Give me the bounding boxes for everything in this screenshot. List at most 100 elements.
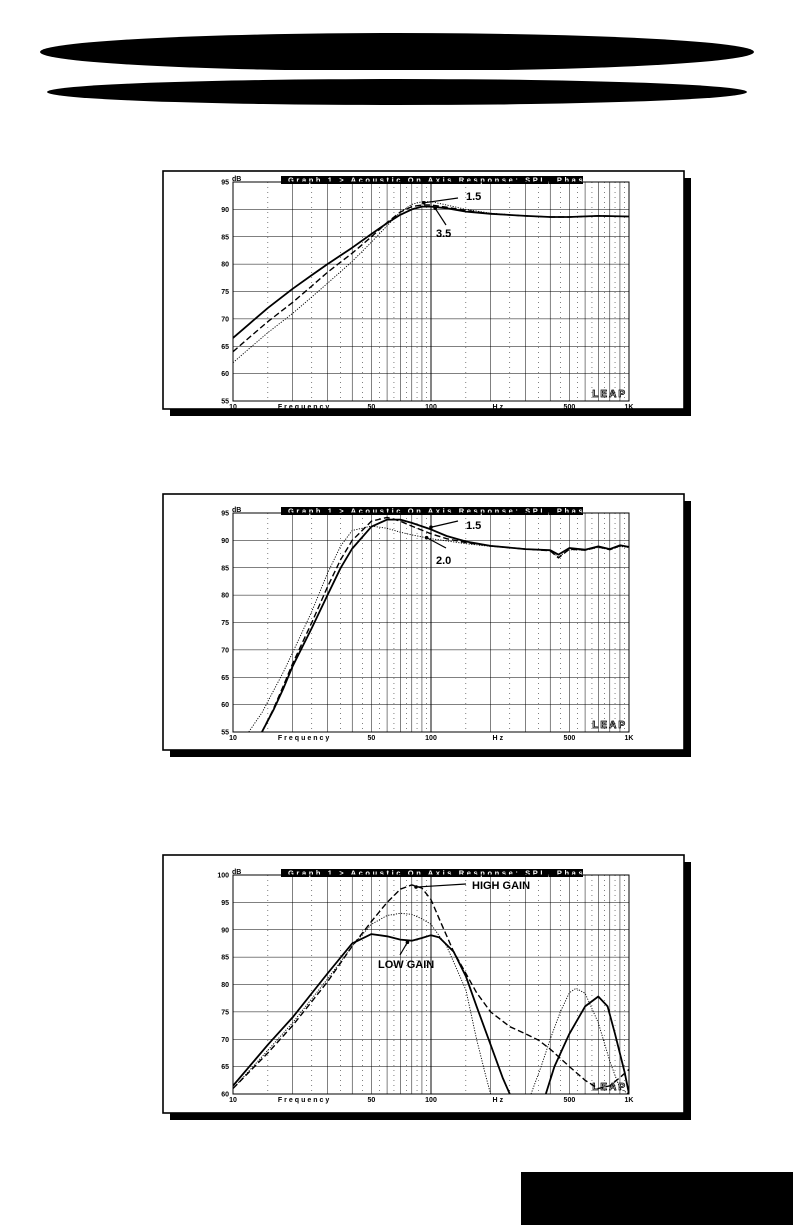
chart-title: Graph 1 > Acoustic On Axis Response: SPL…	[288, 507, 592, 516]
x-axis-unit: Hz	[493, 1097, 506, 1104]
annotation-label: 3.5	[436, 228, 451, 240]
chart-title: Graph 1 > Acoustic On Axis Response: SPL…	[288, 869, 592, 878]
x-tick-label: 500	[564, 404, 576, 411]
series-group	[248, 516, 629, 732]
x-tick-label: 10	[229, 735, 237, 742]
x-axis-unit: Hz	[493, 404, 506, 411]
x-tick-label: 100	[425, 404, 437, 411]
annotation-arrow	[434, 207, 447, 226]
y-tick-label: 80	[221, 262, 229, 269]
y-tick-label: 75	[221, 289, 229, 296]
y-tick-label: 80	[221, 982, 229, 989]
y-tick-label: 65	[221, 1064, 229, 1071]
y-tick-label: 80	[221, 593, 229, 600]
y-tick-label: 90	[221, 927, 229, 934]
chart-title-bar	[281, 507, 583, 515]
series-line-1	[233, 933, 511, 1094]
chart-panel-3: Graph 1 > Acoustic On Axis Response: SPL…	[162, 854, 691, 1120]
chart-title-bar	[281, 869, 583, 877]
page-corner-tab	[521, 1172, 793, 1225]
series-line-5	[530, 987, 629, 1094]
chart-title-bar	[281, 176, 583, 184]
y-tick-label: 95	[221, 900, 229, 907]
x-tick-label: 100	[425, 1097, 437, 1104]
x-tick-label: 10	[229, 1097, 237, 1104]
banner-divider	[30, 70, 764, 76]
y-tick-label: 95	[221, 180, 229, 187]
y-tick-label: 60	[221, 371, 229, 378]
x-axis-label: Frequency	[278, 735, 331, 742]
y-tick-label: 70	[221, 647, 229, 654]
y-tick-label: 90	[221, 538, 229, 545]
leap-watermark: LEAP	[592, 720, 627, 731]
x-tick-label: 1K	[625, 735, 634, 742]
series-line-2	[233, 204, 629, 353]
grid-vertical	[232, 875, 630, 1094]
header-banner	[30, 33, 764, 105]
x-tick-label: 50	[367, 735, 375, 742]
y-tick-label: 75	[221, 1009, 229, 1016]
y-tick-label: 70	[221, 1037, 229, 1044]
x-axis-unit: Hz	[493, 735, 506, 742]
annotation-arrow	[415, 883, 467, 888]
annotation-arrowhead	[429, 525, 433, 530]
y-tick-label: 85	[221, 955, 229, 962]
banner-lower-bar	[47, 79, 747, 105]
annotation-arrowhead	[422, 201, 426, 205]
chart-frame	[162, 854, 685, 1114]
banner-upper-bar	[40, 33, 754, 71]
x-tick-label: 10	[229, 404, 237, 411]
x-tick-label: 500	[564, 1097, 576, 1104]
y-tick-label: 65	[221, 675, 229, 682]
annotation-label: HIGH GAIN	[472, 880, 530, 892]
annotation-label: LOW GAIN	[378, 959, 434, 971]
annotation-arrow	[426, 537, 447, 549]
annotation-arrowhead	[405, 940, 410, 945]
series-line-2	[544, 995, 629, 1094]
chart-panel-1: Graph 1 > Acoustic On Axis Response: SPL…	[162, 170, 691, 416]
x-axis-label: Frequency	[278, 404, 331, 411]
grid-vertical	[232, 513, 630, 732]
chart-frame	[162, 170, 685, 410]
x-tick-label: 100	[425, 735, 437, 742]
annotation-arrow	[423, 197, 459, 204]
y-tick-label: 75	[221, 620, 229, 627]
y-tick-label: 55	[221, 399, 229, 406]
annotation-label: 1.5	[466, 191, 481, 203]
series-group	[233, 201, 629, 364]
y-tick-label: 95	[221, 511, 229, 518]
x-axis-label: Frequency	[278, 1097, 331, 1104]
series-group	[233, 884, 629, 1094]
grid-vertical	[232, 182, 630, 401]
y-tick-label: 65	[221, 344, 229, 351]
leap-watermark: LEAP	[592, 1082, 627, 1093]
y-axis-label: dB	[232, 176, 241, 183]
annotation-arrowhead	[414, 885, 418, 889]
chart-title: Graph 1 > Acoustic On Axis Response: SPL…	[288, 176, 592, 185]
annotation-label: 2.0	[436, 555, 451, 567]
x-tick-label: 50	[367, 404, 375, 411]
x-tick-label: 1K	[625, 1097, 634, 1104]
y-tick-label: 90	[221, 207, 229, 214]
y-tick-label: 60	[221, 1092, 229, 1099]
x-tick-label: 500	[564, 735, 576, 742]
annotation-arrow	[399, 942, 408, 956]
annotation-arrowhead	[433, 206, 437, 211]
y-tick-label: 85	[221, 234, 229, 241]
annotation-arrow	[430, 520, 459, 528]
y-tick-label: 70	[221, 316, 229, 323]
chart-frame	[162, 493, 685, 751]
y-tick-label: 85	[221, 565, 229, 572]
y-tick-label: 100	[217, 873, 229, 880]
y-tick-label: 55	[221, 730, 229, 737]
y-axis-label: dB	[232, 869, 241, 876]
y-tick-label: 60	[221, 702, 229, 709]
annotation-label: 1.5	[466, 520, 481, 532]
chart-panel-2: Graph 1 > Acoustic On Axis Response: SPL…	[162, 493, 691, 757]
x-tick-label: 1K	[625, 404, 634, 411]
annotation-arrowhead	[424, 535, 429, 540]
x-tick-label: 50	[367, 1097, 375, 1104]
y-axis-label: dB	[232, 507, 241, 514]
leap-watermark: LEAP	[592, 389, 627, 400]
